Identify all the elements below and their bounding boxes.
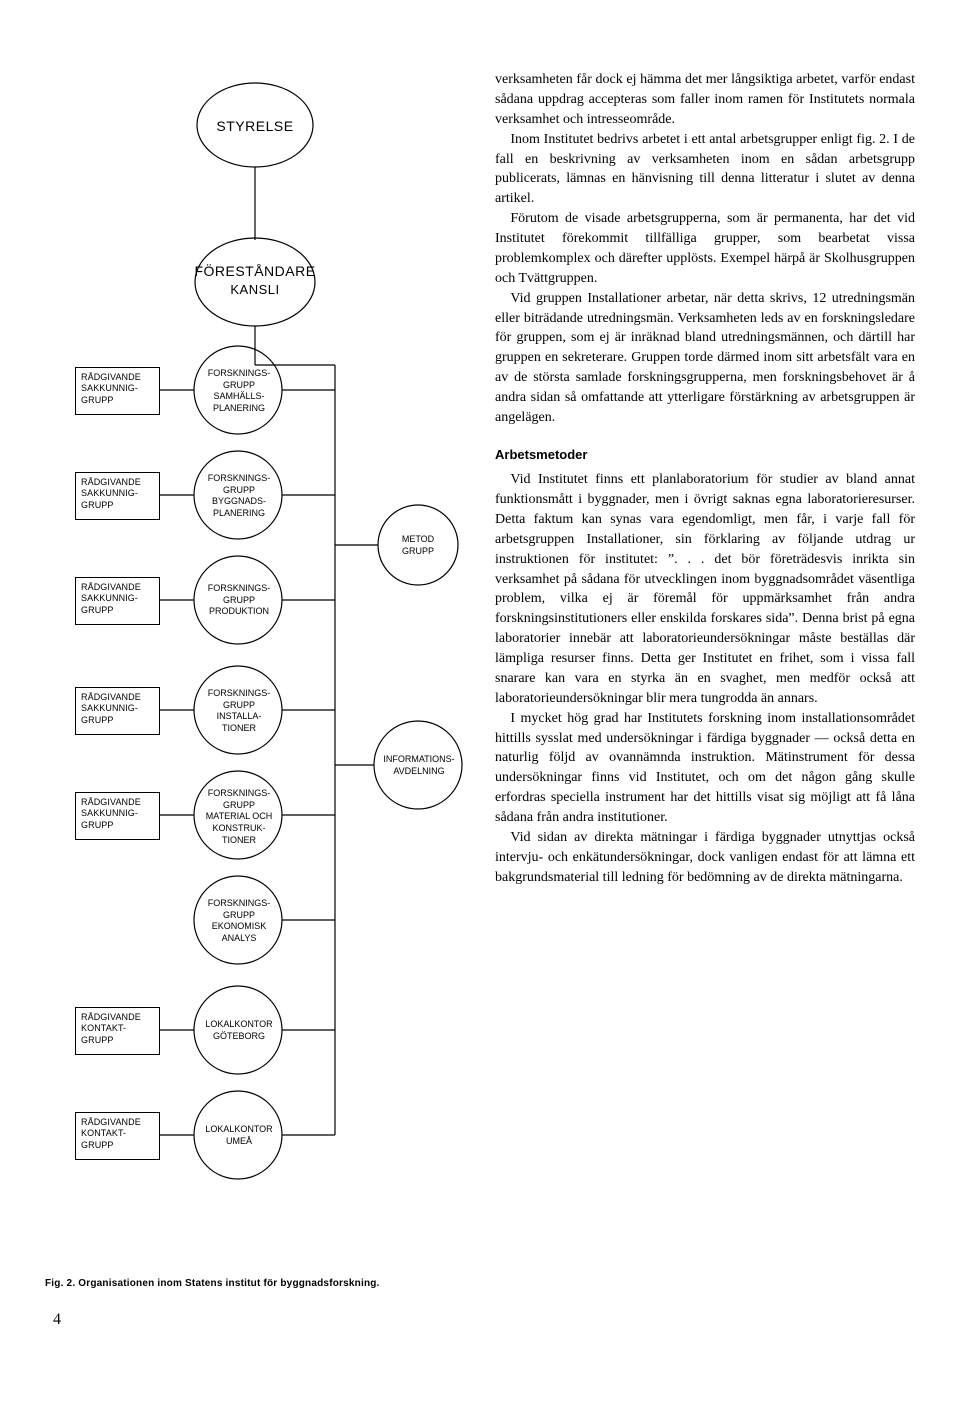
paragraph: Förutom de visade arbetsgrupperna, som ä… bbox=[495, 209, 915, 289]
box-line: RÅDGIVANDE bbox=[81, 372, 141, 382]
box-line: KONTAKT- bbox=[81, 1023, 126, 1033]
diagram-svg bbox=[45, 70, 475, 1270]
box-line: KONTAKT- bbox=[81, 1128, 126, 1138]
box-line: SAKKUNNIG- bbox=[81, 808, 138, 818]
box-line: GRUPP bbox=[81, 820, 114, 830]
paragraph: Vid gruppen Installationer arbetar, när … bbox=[495, 289, 915, 428]
box-line: RÅDGIVANDE bbox=[81, 1012, 141, 1022]
box-radgivande-sakkunnig-3: RÅDGIVANDE SAKKUNNIG- GRUPP bbox=[75, 577, 160, 625]
box-line: GRUPP bbox=[81, 1140, 114, 1150]
box-line: GRUPP bbox=[81, 1035, 114, 1045]
box-radgivande-sakkunnig-2: RÅDGIVANDE SAKKUNNIG- GRUPP bbox=[75, 472, 160, 520]
paragraph: Vid sidan av direkta mätningar i färdiga… bbox=[495, 828, 915, 888]
box-radgivande-kontakt-2: RÅDGIVANDE KONTAKT- GRUPP bbox=[75, 1112, 160, 1160]
paragraph: Inom Institutet bedrivs arbetet i ett an… bbox=[495, 130, 915, 210]
box-line: SAKKUNNIG- bbox=[81, 703, 138, 713]
section-heading: Arbetsmetoder bbox=[495, 446, 915, 464]
org-diagram: STYRELSE FÖRESTÅNDARE KANSLI RÅDGIVANDE … bbox=[45, 70, 475, 1270]
box-line: RÅDGIVANDE bbox=[81, 582, 141, 592]
figure-caption: Fig. 2. Organisationen inom Statens inst… bbox=[45, 1278, 475, 1289]
box-line: RÅDGIVANDE bbox=[81, 1117, 141, 1127]
paragraph: I mycket hög grad har Institutets forskn… bbox=[495, 709, 915, 828]
box-line: GRUPP bbox=[81, 500, 114, 510]
box-radgivande-sakkunnig-5: RÅDGIVANDE SAKKUNNIG- GRUPP bbox=[75, 792, 160, 840]
box-line: RÅDGIVANDE bbox=[81, 477, 141, 487]
page: STYRELSE FÖRESTÅNDARE KANSLI RÅDGIVANDE … bbox=[45, 70, 915, 1329]
box-line: SAKKUNNIG- bbox=[81, 593, 138, 603]
page-number: 4 bbox=[53, 1311, 475, 1329]
box-radgivande-sakkunnig-4: RÅDGIVANDE SAKKUNNIG- GRUPP bbox=[75, 687, 160, 735]
body-text: verksamheten får dock ej hämma det mer l… bbox=[495, 70, 915, 1329]
box-line: SAKKUNNIG- bbox=[81, 383, 138, 393]
paragraph: verksamheten får dock ej hämma det mer l… bbox=[495, 70, 915, 130]
box-line: SAKKUNNIG- bbox=[81, 488, 138, 498]
box-line: GRUPP bbox=[81, 605, 114, 615]
box-line: GRUPP bbox=[81, 395, 114, 405]
box-line: RÅDGIVANDE bbox=[81, 797, 141, 807]
box-radgivande-kontakt-1: RÅDGIVANDE KONTAKT- GRUPP bbox=[75, 1007, 160, 1055]
box-line: RÅDGIVANDE bbox=[81, 692, 141, 702]
box-radgivande-sakkunnig-1: RÅDGIVANDE SAKKUNNIG- GRUPP bbox=[75, 367, 160, 415]
box-line: GRUPP bbox=[81, 715, 114, 725]
paragraph: Vid Institutet finns ett planlaboratoriu… bbox=[495, 470, 915, 709]
diagram-column: STYRELSE FÖRESTÅNDARE KANSLI RÅDGIVANDE … bbox=[45, 70, 475, 1329]
